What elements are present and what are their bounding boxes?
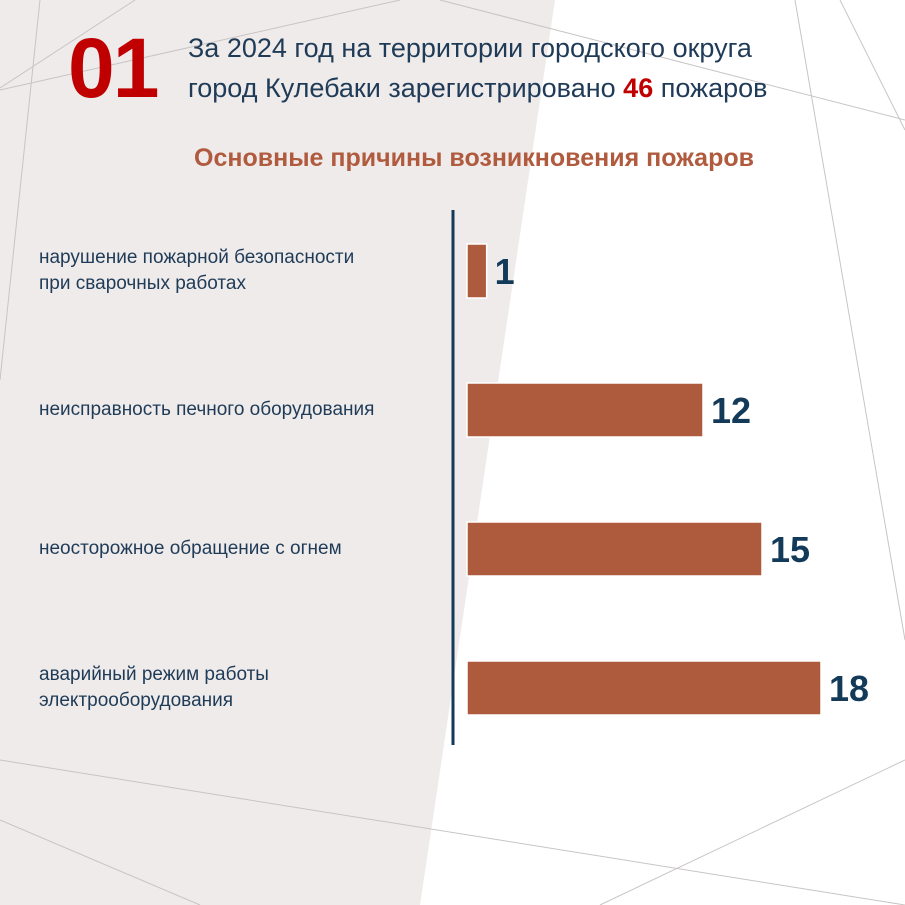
fire-count: 46	[623, 73, 654, 103]
chart-title: Основные причины возникновения пожаров	[194, 144, 754, 172]
section-number: 01	[68, 21, 159, 115]
category-label-line: аварийный режим работы	[39, 664, 269, 685]
category-label-line: неосторожное обращение с огнем	[39, 538, 342, 559]
headline: За 2024 год на территории городского окр…	[188, 28, 768, 108]
category-label: аварийный режим работы электрооборудовани…	[39, 662, 449, 714]
category-label-line: электрооборудования	[39, 690, 234, 711]
bar	[466, 382, 704, 438]
data-label: 18	[829, 668, 869, 709]
category-label: нарушение пожарной безопасности при сваро…	[39, 245, 449, 297]
category-label-line: нарушение пожарной безопасности	[39, 247, 355, 268]
data-label: 12	[711, 390, 751, 431]
bar	[466, 521, 763, 577]
category-label: неисправность печного оборудования	[39, 397, 449, 423]
data-label: 15	[770, 529, 810, 570]
data-label: 1	[495, 251, 515, 292]
headline-line2-post: пожаров	[653, 73, 768, 103]
headline-line1: За 2024 год на территории городского окр…	[188, 33, 752, 63]
headline-line2: город Кулебаки зарегистрировано 46 пожар…	[188, 68, 768, 108]
headline-line2-pre: город Кулебаки зарегистрировано	[188, 73, 624, 103]
bar	[466, 660, 822, 716]
category-label-line: при сварочных работах	[39, 273, 246, 294]
bar	[466, 243, 488, 299]
category-label-line: неисправность печного оборудования	[39, 399, 375, 420]
category-label: неосторожное обращение с огнем	[39, 536, 449, 562]
